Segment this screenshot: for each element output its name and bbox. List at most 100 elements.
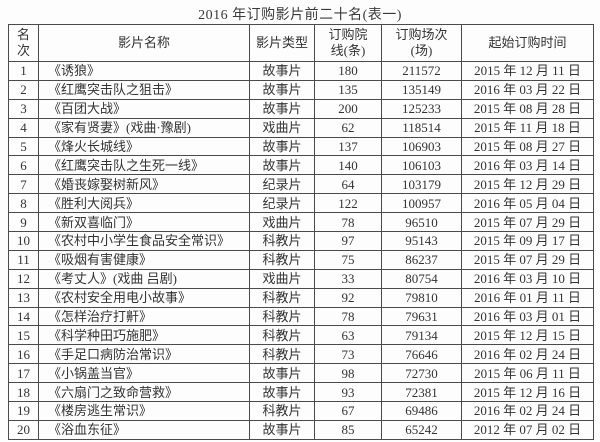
film-type-cell: 故事片 [249, 363, 315, 384]
cinema-lines-cell: 78 [314, 212, 382, 233]
sessions-cell: 65242 [381, 419, 462, 440]
table-row: 6 《红鹰突击队之生死一线》 故事片 140 106103 2016 年 03 月 14 … [8, 155, 594, 176]
start-date-cell: 2015 年 08 月 28 日 [461, 98, 594, 119]
film-orders-table: 名 次 影片名称 影片类型 订购院 线(条) 订购场次 (场) 起始订购时间 1… [8, 24, 594, 440]
cinema-lines-cell: 200 [314, 98, 382, 119]
table-row: 16 《手足口病防治常识》 科教片 73 76646 2016 年 02 月 24 日 [8, 344, 594, 365]
header-row: 名 次 影片名称 影片类型 订购院 线(条) 订购场次 (场) 起始订购时间 [8, 24, 594, 62]
rank-cell: 3 [8, 98, 39, 119]
table-row: 9 《新双喜临门》 戏曲片 78 96510 2015 年 07 月 29 日 [8, 212, 594, 233]
film-type-cell: 故事片 [249, 155, 315, 176]
rank-cell: 17 [8, 363, 39, 384]
film-name-cell: 《浴血东征》 [38, 419, 250, 440]
film-name-cell: 《烽火长城线》 [38, 136, 250, 157]
cinema-lines-cell: 85 [314, 419, 382, 440]
cinema-lines-cell: 78 [314, 306, 382, 327]
table-row: 5 《烽火长城线》 故事片 137 106903 2015 年 08 月 27 日 [8, 136, 594, 157]
film-name-cell: 《胜利大阅兵》 [38, 193, 250, 214]
sessions-cell: 79134 [381, 325, 462, 346]
cinema-lines-cell: 97 [314, 231, 382, 251]
film-type-cell: 科教片 [249, 287, 315, 308]
film-name-cell: 《诱狼》 [38, 61, 250, 81]
film-type-cell: 戏曲片 [249, 117, 315, 138]
table-row: 18 《六扇门之致命营救》 故事片 93 72381 2015 年 12 月 16 日 [8, 382, 594, 403]
rank-cell: 9 [8, 212, 39, 233]
cinema-lines-cell: 67 [314, 401, 382, 421]
sessions-cell: 79631 [381, 306, 462, 327]
table-row: 13 《农村安全用电小故事》 科教片 92 79810 2016 年 01 月 11 日 [8, 287, 594, 308]
film-type-cell: 科教片 [249, 344, 315, 365]
film-type-cell: 纪录片 [249, 174, 315, 195]
film-type-cell: 故事片 [249, 79, 315, 100]
film-type-cell: 故事片 [249, 98, 315, 119]
cinema-lines-cell: 92 [314, 287, 382, 308]
film-name-cell: 《科学种田巧施肥》 [38, 325, 250, 346]
cinema-lines-cell: 93 [314, 382, 382, 403]
cinema-lines-cell: 64 [314, 174, 382, 195]
header-rank: 名 次 [8, 24, 39, 62]
film-name-cell: 《小锅盖当官》 [38, 363, 250, 384]
table-body: 1 《诱狼》 故事片 180 211572 2015 年 12 月 11 日 2 《红鹰突击队… [8, 61, 594, 440]
rank-cell: 20 [8, 419, 39, 440]
cinema-lines-cell: 140 [314, 155, 382, 176]
film-type-cell: 故事片 [249, 419, 315, 440]
start-date-cell: 2016 年 05 月 04 日 [461, 193, 594, 214]
start-date-cell: 2015 年 06 月 11 日 [461, 363, 594, 384]
film-type-cell: 科教片 [249, 249, 315, 270]
table-row: 17 《小锅盖当官》 故事片 98 72730 2015 年 06 月 11 日 [8, 363, 594, 384]
start-date-cell: 2015 年 08 月 27 日 [461, 136, 594, 157]
table-row: 11 《吸烟有害健康》 科教片 75 86237 2015 年 07 月 29 日 [8, 249, 594, 270]
rank-cell: 15 [8, 325, 39, 346]
rank-cell: 11 [8, 249, 39, 270]
film-name-cell: 《婚丧嫁娶树新风》 [38, 174, 250, 195]
film-name-cell: 《家有贤妻》(戏曲·豫剧) [38, 117, 250, 138]
sessions-cell: 86237 [381, 249, 462, 270]
film-name-cell: 《六扇门之致命营救》 [38, 382, 250, 403]
table-row: 7 《婚丧嫁娶树新风》 纪录片 64 103179 2015 年 12 月 29 日 [8, 174, 594, 195]
cinema-lines-cell: 75 [314, 249, 382, 270]
film-name-cell: 《怎样治疗打鼾》 [38, 306, 250, 327]
film-name-cell: 《农村安全用电小故事》 [38, 287, 250, 308]
table-row: 14 《怎样治疗打鼾》 科教片 78 79631 2016 年 03 月 01 日 [8, 306, 594, 327]
sessions-cell: 80754 [381, 268, 462, 289]
film-name-cell: 《楼房逃生常识》 [38, 401, 250, 421]
table-row: 19 《楼房逃生常识》 科教片 67 69486 2016 年 02 月 24 日 [8, 401, 594, 421]
sessions-cell: 125233 [381, 98, 462, 119]
start-date-cell: 2015 年 12 月 29 日 [461, 174, 594, 195]
table-row: 12 《考丈人》(戏曲 吕剧) 戏曲片 33 80754 2016 年 03 月 10 日 [8, 268, 594, 289]
cinema-lines-cell: 63 [314, 325, 382, 346]
start-date-cell: 2015 年 09 月 17 日 [461, 231, 594, 251]
cinema-lines-cell: 122 [314, 193, 382, 214]
start-date-cell: 2015 年 11 月 18 日 [461, 117, 594, 138]
rank-cell: 14 [8, 306, 39, 327]
film-name-cell: 《考丈人》(戏曲 吕剧) [38, 268, 250, 289]
start-date-cell: 2016 年 03 月 10 日 [461, 268, 594, 289]
start-date-cell: 2012 年 07 月 02 日 [461, 419, 594, 440]
film-type-cell: 故事片 [249, 382, 315, 403]
cinema-lines-cell: 98 [314, 363, 382, 384]
start-date-cell: 2016 年 03 月 14 日 [461, 155, 594, 176]
film-type-cell: 故事片 [249, 136, 315, 157]
rank-cell: 12 [8, 268, 39, 289]
film-type-cell: 科教片 [249, 231, 315, 251]
table-row: 2 《红鹰突击队之狙击》 故事片 135 135149 2016 年 03 月 22 日 [8, 79, 594, 100]
start-date-cell: 2015 年 07 月 29 日 [461, 212, 594, 233]
film-name-cell: 《农村中小学生食品安全常识》 [38, 231, 250, 251]
sessions-cell: 96510 [381, 212, 462, 233]
rank-cell: 10 [8, 231, 39, 251]
table-row: 1 《诱狼》 故事片 180 211572 2015 年 12 月 11 日 [8, 61, 594, 81]
table-row: 3 《百团大战》 故事片 200 125233 2015 年 08 月 28 日 [8, 98, 594, 119]
rank-cell: 19 [8, 401, 39, 421]
rank-cell: 2 [8, 79, 39, 100]
rank-cell: 16 [8, 344, 39, 365]
sessions-cell: 76646 [381, 344, 462, 365]
rank-cell: 13 [8, 287, 39, 308]
page-title: 2016 年订购影片前二十名(表一) [198, 8, 402, 23]
film-name-cell: 《吸烟有害健康》 [38, 249, 250, 270]
sessions-cell: 100957 [381, 193, 462, 214]
sessions-cell: 95143 [381, 231, 462, 251]
start-date-cell: 2015 年 12 月 15 日 [461, 325, 594, 346]
film-type-cell: 戏曲片 [249, 212, 315, 233]
sessions-cell: 72381 [381, 382, 462, 403]
rank-cell: 18 [8, 382, 39, 403]
